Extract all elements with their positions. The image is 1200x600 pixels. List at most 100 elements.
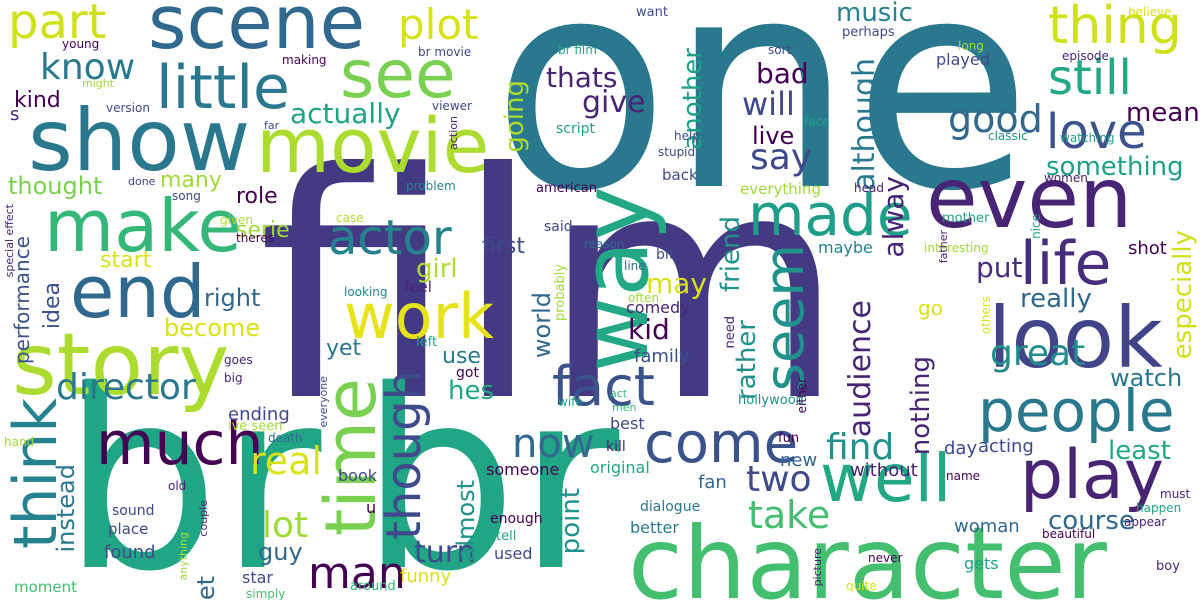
word-american: american (536, 181, 597, 196)
word-show: show (28, 91, 251, 191)
word-day: day (944, 438, 978, 459)
word-watching: watching (1060, 131, 1115, 145)
word-turn: turn (414, 535, 476, 570)
word-action: action (447, 116, 460, 150)
word-will: will (742, 85, 795, 123)
word-film: film (258, 106, 846, 470)
word-often: often (628, 291, 660, 305)
word-thats: thats (546, 61, 618, 94)
word-kind: kind (14, 88, 61, 113)
word-shot: shot (1128, 238, 1167, 259)
word-hand: hand (4, 435, 35, 449)
word-said: said (544, 219, 573, 235)
word-now: now (512, 421, 595, 467)
word-line: line (624, 259, 646, 273)
word-wife: wife (558, 395, 583, 409)
word-say: say (750, 137, 813, 178)
word-find: find (826, 427, 895, 468)
word-want: want (636, 5, 668, 20)
word-perhaps: perhaps (842, 25, 895, 40)
word-become: become (164, 314, 261, 342)
word-friend: friend (716, 216, 746, 293)
word-real: real (250, 439, 323, 483)
word-boy: boy (1156, 559, 1180, 574)
word-picture: picture (811, 548, 824, 587)
word-gets: gets (964, 554, 999, 573)
word-look: look (988, 289, 1163, 387)
word-long: long (958, 39, 984, 53)
word-actually: actually (290, 97, 401, 130)
word-might: might (82, 77, 115, 90)
word-live: live (752, 122, 795, 150)
word-guy: guy (258, 538, 303, 566)
word-story: story (12, 315, 230, 415)
word-man: man (308, 548, 406, 599)
word-believe: believe (1128, 5, 1172, 19)
word-part: part (8, 0, 107, 50)
word-women: women (1044, 171, 1088, 185)
word-nothing: nothing (906, 356, 936, 456)
word-appear: appear (1124, 515, 1167, 529)
word-plot: plot (398, 0, 479, 49)
word-start: start (100, 248, 152, 273)
word-acting: acting (978, 436, 1034, 457)
word-father: father (937, 230, 950, 264)
word-course: course (1048, 506, 1135, 536)
word-serie: serie (236, 218, 290, 243)
word-funny: funny (400, 566, 452, 587)
word-dialogue: dialogue (640, 499, 701, 515)
word-going: going (500, 80, 530, 153)
word-fun: fun (778, 431, 800, 446)
word-maybe: maybe (818, 238, 873, 257)
word-goes: goes (224, 353, 253, 367)
word-watch: watch (1110, 364, 1183, 392)
word-fan: fan (698, 472, 727, 493)
word-people: people (978, 377, 1175, 445)
word-even: even (926, 149, 1133, 247)
word-beautiful: beautiful (1042, 527, 1096, 541)
word-use: use (442, 344, 481, 369)
word-act: act (610, 387, 628, 400)
word-interesting: interesting (924, 241, 989, 255)
word-song: song (172, 189, 201, 203)
word-problem: problem (406, 179, 456, 193)
word-least: least (1108, 436, 1171, 466)
word-bit: bit (656, 247, 675, 263)
word-stupid: stupid (658, 145, 696, 159)
word-head: head (854, 181, 884, 195)
word-play: play (1020, 436, 1164, 515)
word-right: right (204, 284, 261, 312)
word-far: far (264, 119, 280, 132)
word-ending: ending (228, 404, 290, 425)
word-comedy: comedy (626, 298, 690, 317)
word-making: making (282, 53, 327, 67)
word-great: great (990, 333, 1086, 374)
word-best: best (610, 414, 645, 433)
word-enough: enough (490, 511, 543, 527)
word-anything: anything (177, 532, 190, 581)
word-little: little (156, 53, 290, 123)
word-one: one (492, 0, 1032, 255)
word-classic: classic (988, 129, 1028, 143)
word-especially: especially (1168, 230, 1198, 360)
word-name: name (946, 469, 981, 483)
word-make: make (44, 184, 242, 268)
word-know: know (40, 47, 136, 88)
word-star: star (242, 568, 273, 587)
word-almost: almost (452, 480, 480, 562)
word-kid: kid (628, 313, 670, 346)
word-ive-seen: ive seen (228, 419, 283, 434)
word-go: go (918, 296, 943, 320)
word-couple: couple (197, 500, 210, 537)
word-lot: lot (262, 505, 309, 546)
word-thought: thought (8, 172, 103, 200)
word-although: although (847, 58, 882, 191)
word-around: around (350, 579, 396, 594)
word-may: may (646, 267, 708, 300)
word-alway: alway (877, 176, 910, 258)
word-someone: someone (486, 460, 560, 479)
word-face: face (804, 115, 830, 129)
word-simply: simply (246, 587, 286, 600)
word-yet: yet (326, 336, 362, 361)
